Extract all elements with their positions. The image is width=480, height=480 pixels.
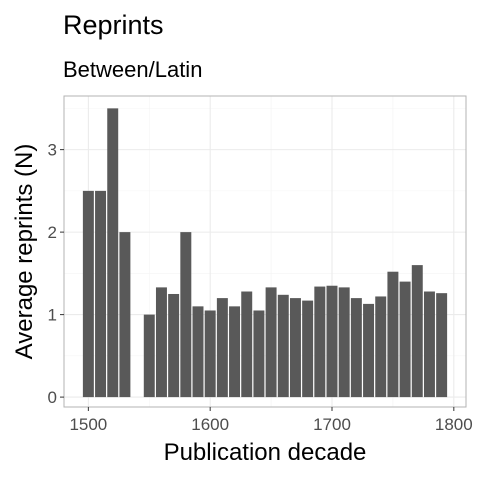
bar (363, 303, 375, 398)
bar (399, 281, 411, 398)
bar (423, 291, 435, 398)
y-tick-label: 1 (48, 306, 57, 325)
bar (253, 310, 265, 398)
x-tick-label: 1500 (69, 415, 107, 434)
x-axis-title: Publication decade (164, 439, 367, 466)
bar (302, 300, 314, 398)
bar (168, 293, 180, 398)
bar (314, 286, 326, 398)
y-tick-labels: 0 1 2 3 (48, 141, 57, 407)
x-tick-label: 1800 (435, 415, 473, 434)
bar (107, 108, 119, 398)
bar (387, 271, 399, 398)
bars (82, 108, 448, 398)
y-tick-label: 3 (48, 141, 57, 160)
x-tick-label: 1700 (313, 415, 351, 434)
bar (338, 287, 350, 398)
x-tick-label: 1600 (191, 415, 229, 434)
bar (95, 190, 107, 398)
bar (216, 298, 228, 398)
bar (155, 287, 167, 398)
bar (265, 287, 277, 398)
x-tick-labels: 1500 1600 1700 1800 (69, 415, 472, 434)
bar (411, 265, 423, 398)
bar (375, 296, 387, 398)
bar (180, 232, 192, 398)
y-axis-title: Average reprints (N) (11, 144, 38, 360)
bar (289, 298, 301, 398)
axis-ticks (60, 149, 455, 411)
bar (143, 314, 155, 398)
panel-border (63, 95, 467, 408)
bar (192, 306, 204, 398)
bar (277, 294, 289, 398)
bar (204, 310, 216, 398)
y-tick-label: 2 (48, 223, 57, 242)
bar (229, 306, 241, 398)
y-tick-label: 0 (48, 388, 57, 407)
grid (64, 96, 466, 407)
bar (436, 293, 448, 398)
bar (350, 298, 362, 398)
bar (326, 285, 338, 398)
chart-subtitle: Between/Latin (63, 57, 202, 82)
chart-title: Reprints (63, 10, 164, 40)
bar (241, 291, 253, 398)
bar (119, 232, 131, 398)
bar (82, 190, 94, 398)
